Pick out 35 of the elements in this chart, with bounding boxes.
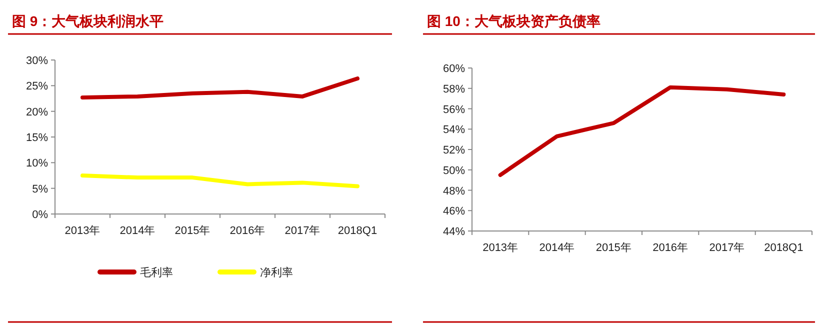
y-tick-label: 0% (32, 209, 48, 221)
y-tick-label: 30% (26, 55, 48, 67)
y-tick-label: 60% (442, 63, 466, 75)
chart-title: 图 9：大气板块利润水平 (12, 13, 164, 29)
x-tick-label: 2015年 (596, 242, 632, 254)
x-tick-label: 2013年 (482, 242, 518, 254)
x-tick-label: 2018Q1 (764, 242, 804, 254)
x-tick-label: 2016年 (652, 242, 688, 254)
x-tick-label: 2015年 (174, 225, 210, 237)
y-tick-label: 50% (442, 164, 466, 177)
y-tick-label: 58% (442, 83, 466, 96)
legend-label: 净利率 (260, 266, 293, 279)
y-tick-label: 10% (26, 158, 48, 170)
y-tick-label: 20% (26, 106, 48, 118)
line-series (80, 174, 360, 188)
x-tick-label: 2016年 (230, 225, 266, 237)
y-tick-label: 44% (442, 226, 466, 238)
y-tick-label: 48% (442, 185, 466, 198)
y-tick-label: 46% (442, 206, 466, 218)
x-tick-label: 2018Q1 (338, 225, 378, 237)
x-tick-label: 2014年 (120, 225, 156, 237)
y-tick-label: 5% (32, 183, 48, 196)
y-tick-label: 15% (26, 132, 48, 144)
y-tick-label: 54% (442, 124, 466, 136)
line-series (498, 85, 786, 177)
line-series (80, 76, 360, 100)
x-tick-label: 2017年 (709, 242, 745, 254)
x-tick-label: 2013年 (64, 225, 100, 237)
y-tick-label: 52% (442, 144, 466, 156)
y-tick-label: 25% (26, 80, 48, 93)
chart-title: 图 10：大气板块资产负债率 (427, 13, 600, 29)
y-tick-label: 56% (442, 104, 466, 116)
x-tick-label: 2017年 (284, 225, 320, 237)
x-tick-label: 2014年 (539, 242, 575, 254)
legend-label: 毛利率 (140, 266, 173, 279)
